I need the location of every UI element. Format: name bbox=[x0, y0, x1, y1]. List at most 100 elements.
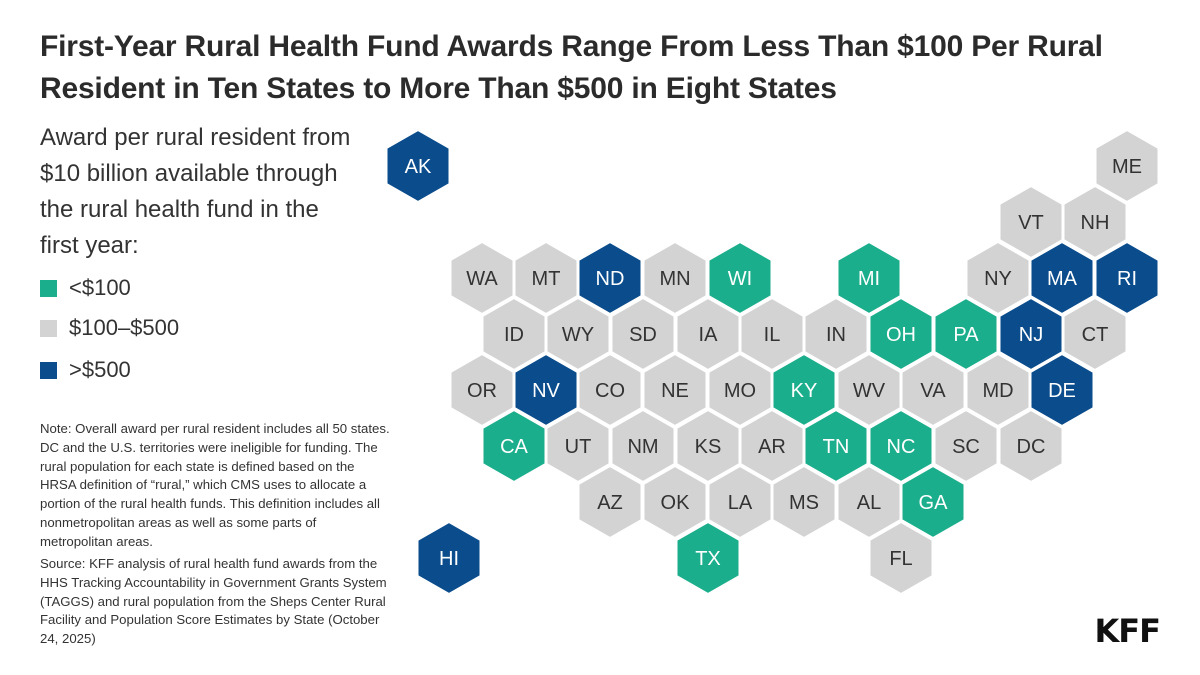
note-text: Note: Overall award per rural resident i… bbox=[40, 421, 390, 549]
state-hex-shape bbox=[642, 240, 708, 316]
state-hex-nd: ND bbox=[577, 240, 643, 316]
state-hex-ct: CT bbox=[1062, 296, 1128, 372]
state-hex-shape bbox=[675, 520, 741, 596]
state-hex-shape bbox=[707, 240, 773, 316]
page-title: First-Year Rural Health Fund Awards Rang… bbox=[40, 30, 1103, 105]
state-hex-shape bbox=[610, 296, 676, 372]
legend-label-mid: $100–$500 bbox=[69, 315, 180, 340]
state-label-ms: MS bbox=[789, 492, 819, 514]
state-label-ri: RI bbox=[1117, 268, 1137, 290]
legend-item-low: <$100 bbox=[40, 275, 131, 300]
state-label-la: LA bbox=[728, 492, 753, 514]
state-hex-shape bbox=[1029, 352, 1095, 428]
legend-label-low: <$100 bbox=[69, 275, 131, 300]
state-label-nh: NH bbox=[1081, 212, 1110, 234]
state-label-me: ME bbox=[1112, 156, 1142, 178]
state-hex-wv: WV bbox=[836, 352, 902, 428]
legend-item-high: >$500 bbox=[40, 357, 131, 382]
state-label-wv: WV bbox=[853, 380, 886, 402]
state-hex-shape bbox=[803, 296, 869, 372]
legend-item-mid: $100–$500 bbox=[40, 315, 180, 340]
state-hex-shape bbox=[577, 352, 643, 428]
legend-swatch-low bbox=[40, 279, 57, 297]
state-hex-shape bbox=[900, 464, 966, 540]
state-label-mt: MT bbox=[532, 268, 561, 290]
state-hex-ia: IA bbox=[675, 296, 741, 372]
state-label-tx: TX bbox=[695, 548, 721, 570]
state-label-ga: GA bbox=[919, 492, 949, 514]
state-hex-fl: FL bbox=[868, 520, 934, 596]
state-hex-shape bbox=[998, 408, 1064, 484]
state-hex-me: ME bbox=[1094, 128, 1160, 204]
state-hex-nv: NV bbox=[513, 352, 579, 428]
state-label-vt: VT bbox=[1018, 212, 1044, 234]
state-label-ct: CT bbox=[1082, 324, 1109, 346]
state-label-wi: WI bbox=[728, 268, 752, 290]
state-label-va: VA bbox=[920, 380, 946, 402]
state-hex-sd: SD bbox=[610, 296, 676, 372]
state-hex-id: ID bbox=[481, 296, 547, 372]
state-label-nd: ND bbox=[596, 268, 625, 290]
state-hex-shape bbox=[900, 352, 966, 428]
state-label-id: ID bbox=[504, 324, 524, 346]
state-hex-md: MD bbox=[965, 352, 1031, 428]
state-hex-in: IN bbox=[803, 296, 869, 372]
state-label-pa: PA bbox=[953, 324, 979, 346]
state-hex-nh: NH bbox=[1062, 184, 1128, 260]
state-hex-shape bbox=[771, 464, 837, 540]
kff-logo: KFF bbox=[1094, 612, 1161, 650]
state-hex-ms: MS bbox=[771, 464, 837, 540]
state-label-ok: OK bbox=[661, 492, 691, 514]
state-hex-shape bbox=[385, 128, 451, 204]
state-hex-wy: WY bbox=[545, 296, 611, 372]
state-hex-oh: OH bbox=[868, 296, 934, 372]
state-hex-shape bbox=[610, 408, 676, 484]
state-hex-shape bbox=[416, 520, 482, 596]
state-label-mn: MN bbox=[659, 268, 690, 290]
state-hex-de: DE bbox=[1029, 352, 1095, 428]
state-hex-or: OR bbox=[449, 352, 515, 428]
state-label-hi: HI bbox=[439, 548, 459, 570]
state-label-ak: AK bbox=[405, 156, 432, 178]
state-hex-hi: HI bbox=[416, 520, 482, 596]
state-hex-shape bbox=[803, 408, 869, 484]
state-label-ma: MA bbox=[1047, 268, 1078, 290]
state-label-nm: NM bbox=[627, 436, 658, 458]
state-hex-ne: NE bbox=[642, 352, 708, 428]
state-label-md: MD bbox=[982, 380, 1013, 402]
state-hex-shape bbox=[577, 464, 643, 540]
state-hex-shape bbox=[1094, 240, 1160, 316]
state-label-ut: UT bbox=[565, 436, 592, 458]
state-label-in: IN bbox=[826, 324, 846, 346]
state-hex-mi: MI bbox=[836, 240, 902, 316]
state-hex-shape bbox=[1062, 184, 1128, 260]
state-hex-shape bbox=[771, 352, 837, 428]
state-hex-al: AL bbox=[836, 464, 902, 540]
state-hex-az: AZ bbox=[577, 464, 643, 540]
state-hex-wi: WI bbox=[707, 240, 773, 316]
state-label-or: OR bbox=[467, 380, 497, 402]
state-hex-shape bbox=[868, 408, 934, 484]
state-label-ny: NY bbox=[984, 268, 1012, 290]
state-label-ks: KS bbox=[695, 436, 722, 458]
state-label-sd: SD bbox=[629, 324, 657, 346]
state-label-de: DE bbox=[1048, 380, 1076, 402]
state-label-ar: AR bbox=[758, 436, 786, 458]
state-hex-ky: KY bbox=[771, 352, 837, 428]
state-hex-pa: PA bbox=[933, 296, 999, 372]
state-label-ca: CA bbox=[500, 436, 528, 458]
state-hex-shape bbox=[577, 240, 643, 316]
state-hex-shape bbox=[933, 296, 999, 372]
legend-swatch-mid bbox=[40, 319, 57, 337]
state-hex-va: VA bbox=[900, 352, 966, 428]
state-label-ky: KY bbox=[791, 380, 818, 402]
state-label-ia: IA bbox=[699, 324, 719, 346]
state-hex-ri: RI bbox=[1094, 240, 1160, 316]
state-hex-ut: UT bbox=[545, 408, 611, 484]
state-label-nj: NJ bbox=[1019, 324, 1043, 346]
state-hex-sc: SC bbox=[933, 408, 999, 484]
state-hex-ok: OK bbox=[642, 464, 708, 540]
state-hex-shape bbox=[545, 408, 611, 484]
state-hex-ma: MA bbox=[1029, 240, 1095, 316]
